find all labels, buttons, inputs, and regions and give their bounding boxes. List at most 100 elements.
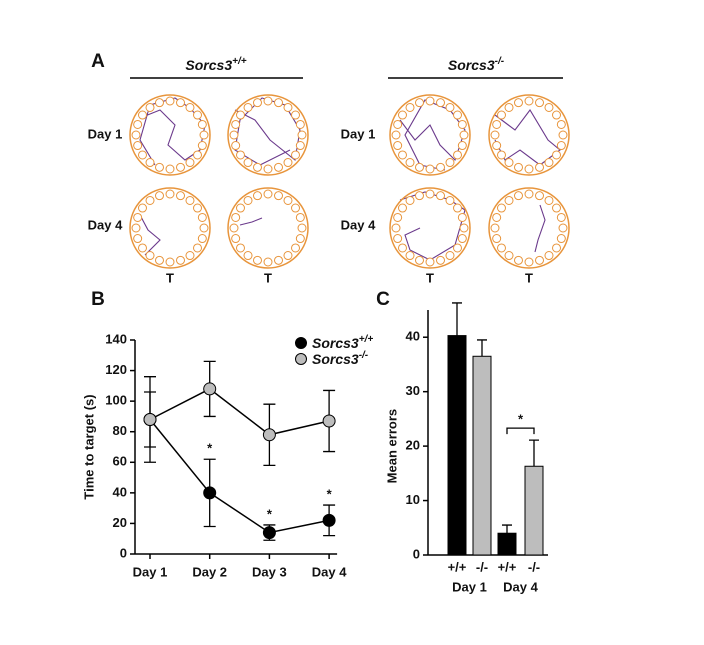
hole [154, 162, 164, 172]
x-tick-label: Day 3 [252, 564, 287, 579]
error-bar [477, 339, 487, 357]
arena [389, 94, 471, 176]
y-axis-label: Mean errors [384, 409, 399, 483]
hole [235, 203, 245, 213]
legend-sup: -/- [359, 350, 369, 361]
hole [185, 102, 195, 112]
hole [274, 98, 284, 108]
hole [544, 102, 554, 112]
y-tick-label: 30 [406, 383, 420, 398]
hole [453, 243, 463, 253]
x-tick-label: -/- [528, 559, 540, 574]
hole [231, 212, 241, 222]
hole [165, 189, 175, 199]
hole [425, 189, 435, 199]
hole [397, 150, 407, 160]
bracket [506, 427, 535, 435]
hole [393, 234, 403, 244]
hole [490, 223, 500, 233]
hole [137, 203, 147, 213]
hole [252, 162, 262, 172]
hole [193, 110, 203, 120]
hole [393, 212, 403, 222]
hole [453, 150, 463, 160]
hole [297, 130, 307, 140]
point [203, 382, 217, 396]
hole [397, 203, 407, 213]
hole [425, 257, 435, 267]
y-tick-label: 0 [120, 545, 127, 560]
hole [165, 164, 175, 174]
arena [227, 187, 309, 269]
hole [263, 164, 273, 174]
significance: * [327, 487, 333, 502]
hole [274, 162, 284, 172]
hole [504, 195, 514, 205]
hole [492, 234, 502, 244]
significance: * [518, 412, 524, 427]
bar [472, 355, 492, 556]
hole [137, 110, 147, 120]
hole [496, 110, 506, 120]
hole [445, 102, 455, 112]
hole [133, 234, 143, 244]
hole [133, 141, 143, 151]
legend-sup: +/+ [359, 334, 374, 345]
hole [393, 141, 403, 151]
hole [154, 255, 164, 265]
hole [391, 130, 401, 140]
arena [488, 94, 570, 176]
hole [197, 234, 207, 244]
target-label: T [264, 270, 272, 285]
hole [414, 255, 424, 265]
hole [199, 130, 209, 140]
hole [154, 98, 164, 108]
hole [436, 162, 446, 172]
hole [445, 251, 455, 261]
hole [445, 158, 455, 168]
hole [556, 141, 566, 151]
legend-marker [295, 337, 307, 349]
hole [176, 162, 186, 172]
hole [393, 119, 403, 129]
hole [145, 102, 155, 112]
hole [154, 191, 164, 201]
hole [235, 110, 245, 120]
y-axis-label: Time to target (s) [81, 394, 96, 499]
legend-marker [295, 353, 307, 365]
hole [552, 150, 562, 160]
error-bar [502, 524, 512, 534]
trajectory [239, 217, 263, 226]
hole [504, 251, 514, 261]
hole [405, 251, 415, 261]
legend-text: Sorcs3 [312, 335, 359, 351]
hole [231, 234, 241, 244]
hole [513, 191, 523, 201]
hole [535, 162, 545, 172]
hole [295, 212, 305, 222]
hole [274, 191, 284, 201]
hole [197, 212, 207, 222]
hole [185, 195, 195, 205]
hole [496, 243, 506, 253]
arena [389, 187, 471, 269]
point [322, 414, 336, 428]
legend-label: Sorcs3-/- [312, 350, 369, 367]
hole [513, 255, 523, 265]
hole [453, 110, 463, 120]
hole [405, 102, 415, 112]
hole [252, 191, 262, 201]
group-label: Day 4 [503, 579, 538, 594]
group-title: Sorcs3-/- [448, 56, 505, 73]
hole [231, 119, 241, 129]
significance: * [207, 441, 213, 456]
group-label: Day 1 [452, 579, 487, 594]
hole [229, 223, 239, 233]
hole [457, 212, 467, 222]
hole [524, 257, 534, 267]
row-label: Day 1 [88, 126, 123, 141]
hole [295, 119, 305, 129]
hole [197, 141, 207, 151]
panel-label: B [91, 289, 105, 310]
